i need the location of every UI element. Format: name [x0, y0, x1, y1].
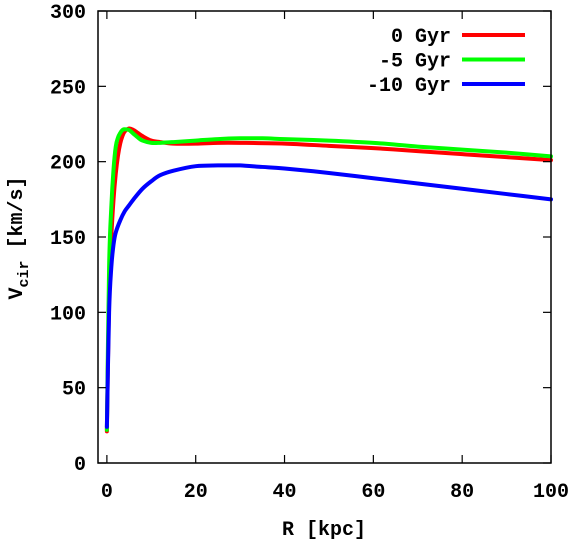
- y-axis-label-unit: [km/s]: [6, 176, 29, 260]
- y-tick-label: 50: [62, 379, 86, 402]
- plot-frame: [97, 10, 552, 464]
- legend-entry-label: -10 Gyr: [367, 75, 451, 98]
- x-tick-label: 100: [533, 481, 569, 504]
- x-tick-label: 40: [273, 481, 297, 504]
- x-tick-label: 60: [361, 481, 385, 504]
- series-lines: [104, 126, 553, 434]
- legend: 0 Gyr-5 Gyr-10 Gyr: [367, 26, 525, 98]
- series-line: [104, 126, 553, 434]
- y-tick-label: 150: [50, 228, 86, 251]
- y-tick-label: 250: [50, 77, 86, 100]
- x-tick-label: 80: [450, 481, 474, 504]
- legend-entry-label: 0 Gyr: [391, 26, 451, 49]
- y-tick-label: 0: [74, 454, 86, 477]
- x-tick-label: 0: [101, 481, 113, 504]
- y-axis-label: Vcir [km/s]: [6, 176, 33, 299]
- y-axis-label-subscript: cir: [16, 260, 33, 287]
- series-line: [104, 127, 553, 432]
- legend-entry-label: -5 Gyr: [379, 51, 451, 74]
- x-tick-label: 20: [184, 481, 208, 504]
- series-line: [104, 163, 553, 429]
- y-tick-label: 200: [50, 153, 86, 176]
- y-axis-label-main: V: [6, 288, 29, 300]
- y-tick-label: 100: [50, 303, 86, 326]
- y-tick-label: 300: [50, 2, 86, 25]
- x-axis-label: R [kpc]: [282, 519, 366, 542]
- axis-ticks: 0 20 40 60 80 100 0 50 100 150 200 250 300: [50, 2, 569, 504]
